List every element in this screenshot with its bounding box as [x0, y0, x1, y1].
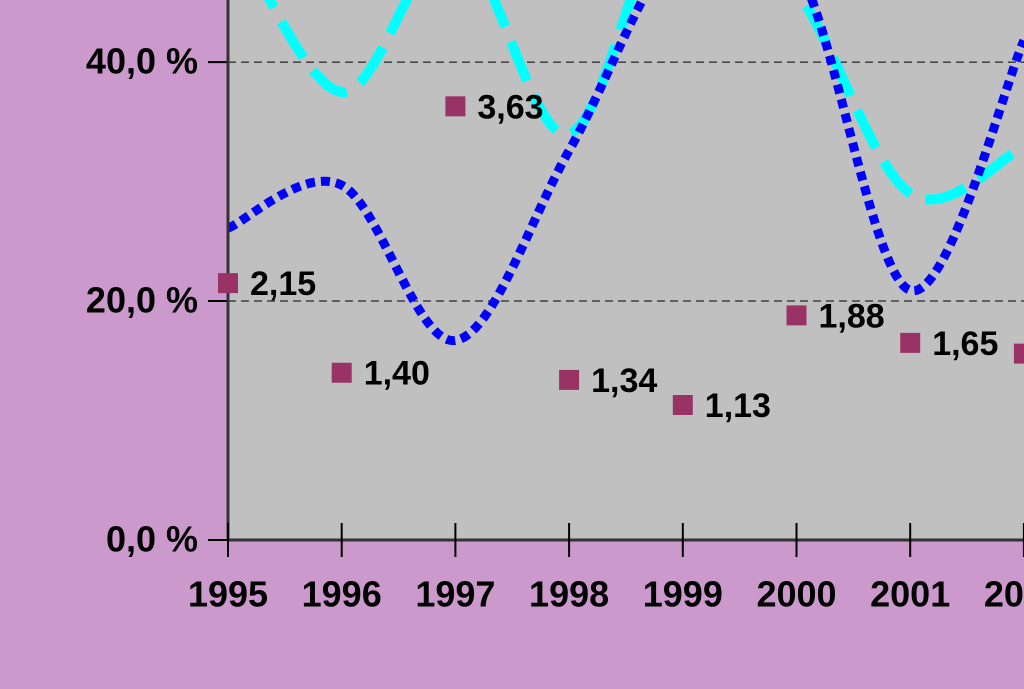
y-tick-label: 0,0 % [106, 519, 198, 560]
point [672, 395, 693, 415]
y-tick-label: 40,0 % [86, 41, 198, 82]
data-label: 1,65 [932, 325, 998, 363]
data-label: 1,88 [819, 297, 885, 335]
axes: 0,0 % 20,0 % 40,0 % 1995 1996 1997 1998 1999 200… [86, 0, 1024, 615]
x-tick-label: 2002 [984, 574, 1024, 615]
point [1013, 343, 1024, 364]
point [331, 362, 352, 383]
point [218, 273, 238, 294]
data-label: 1,34 [591, 362, 657, 400]
x-tick-label: 1997 [415, 574, 495, 615]
data-label: 1,40 [364, 355, 430, 393]
data-label: 2,15 [250, 265, 316, 303]
line-series [264, 0, 1024, 205]
point [559, 369, 580, 390]
point [900, 332, 921, 353]
lines [228, 0, 1024, 345]
x-tick-label: 1999 [643, 574, 723, 615]
x-tick-label: 1998 [529, 574, 609, 615]
y-tick-label: 20,0 % [86, 280, 198, 321]
x-tick-label: 1995 [188, 574, 268, 615]
point [786, 305, 807, 326]
data-label: 1,13 [705, 387, 771, 425]
x-tick-label: 1996 [302, 574, 382, 615]
line-series [228, 0, 1024, 345]
point [445, 96, 466, 117]
marks: 2,15 1,40 3,63 1,34 1,13 1,88 1,65 [218, 88, 1024, 425]
x-tick-label: 2001 [870, 574, 950, 615]
x-tick-label: 2000 [756, 574, 836, 615]
plot-area [228, 0, 1024, 540]
data-label: 3,63 [477, 88, 543, 126]
